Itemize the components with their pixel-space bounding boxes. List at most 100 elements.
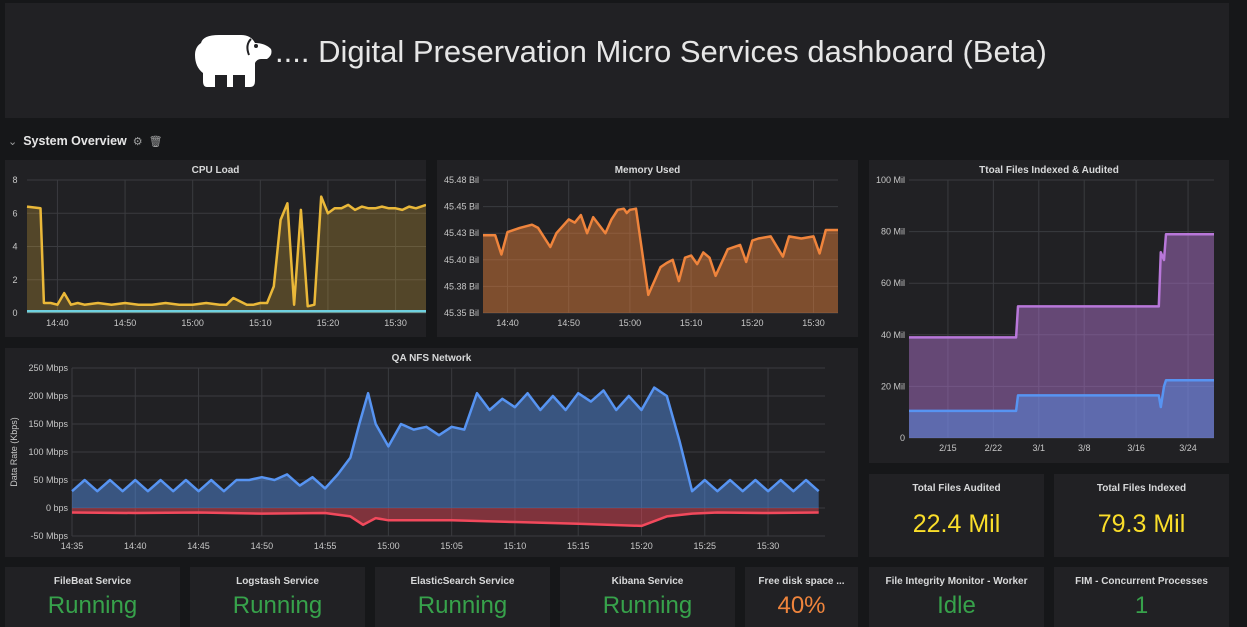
- stat-label: ElasticSearch Service: [410, 576, 515, 587]
- stat-label: Kibana Service: [611, 576, 684, 587]
- y-tick-label: 45.48 Bil: [444, 175, 479, 185]
- x-tick-label: 14:50: [114, 318, 137, 328]
- x-tick-label: 15:15: [567, 541, 590, 551]
- x-tick-label: 14:50: [557, 318, 580, 328]
- cpu-chart: 14:40 14:50 15:00 15:10 15:20 15:30 8 6 4 2 0: [12, 175, 426, 328]
- stat-free-disk-space[interactable]: Free disk space ... 40%: [745, 567, 858, 627]
- stat-value: Running: [417, 592, 508, 619]
- stat-value: Running: [232, 592, 323, 619]
- y-tick-label: 40 Mil: [881, 330, 905, 340]
- dashboard-header: .... Digital Preservation Micro Services…: [5, 3, 1229, 118]
- x-tick-label: 3/1: [1033, 443, 1046, 453]
- y-tick-label: 100 Mil: [876, 175, 905, 185]
- y-axis-label: Data Rate (Kbps): [9, 417, 19, 487]
- y-tick-label: 100 Mbps: [28, 447, 68, 457]
- page-title: .... Digital Preservation Micro Services…: [275, 34, 1047, 69]
- stat-value: Idle: [937, 592, 976, 619]
- y-tick-label: 60 Mil: [881, 278, 905, 288]
- y-tick-label: 20 Mil: [881, 381, 905, 391]
- x-tick-label: 15:00: [181, 318, 204, 328]
- stat-file-integrity-monitor-worker[interactable]: File Integrity Monitor - Worker Idle: [869, 567, 1044, 627]
- x-tick-label: 3/24: [1179, 443, 1197, 453]
- series-0-area: [72, 387, 819, 508]
- y-tick-label: 0: [12, 308, 17, 318]
- row-header-system-overview[interactable]: ⌄ System Overview ⚙ 🗑: [8, 132, 163, 150]
- stat-label: Total Files Indexed: [1096, 483, 1187, 494]
- x-tick-label: 15:10: [249, 318, 272, 328]
- panel-title: QA NFS Network: [391, 353, 472, 364]
- y-tick-label: 0: [900, 433, 905, 443]
- row-title[interactable]: System Overview: [23, 134, 127, 148]
- series-0-line: [26, 195, 426, 308]
- files-indexed-audited-panel[interactable]: 2/15 2/22 3/1 3/8 3/16 3/24 100 Mil 80 Mil 60 Mi…: [869, 160, 1229, 463]
- y-tick-label: 45.40 Bil: [444, 255, 479, 265]
- files-chart: 2/15 2/22 3/1 3/8 3/16 3/24 100 Mil 80 Mil 60 Mi…: [876, 175, 1214, 453]
- series-0-area: [483, 208, 838, 313]
- y-tick-label: 200 Mbps: [28, 391, 68, 401]
- stat-elasticsearch-service[interactable]: ElasticSearch Service Running: [375, 567, 550, 627]
- stat-label: FIM - Concurrent Processes: [1075, 576, 1208, 587]
- y-tick-label: 6: [12, 208, 17, 218]
- x-tick-label: 14:40: [496, 318, 519, 328]
- x-tick-label: 14:55: [314, 541, 337, 551]
- stat-value: Running: [602, 592, 693, 619]
- series-1-area: [72, 508, 819, 526]
- x-tick-label: 15:00: [377, 541, 400, 551]
- series-1-area: [909, 380, 1214, 438]
- stat-total-files-audited[interactable]: Total Files Audited 22.4 Mil: [869, 474, 1044, 557]
- stat-total-files-indexed[interactable]: Total Files Indexed 79.3 Mil: [1054, 474, 1229, 557]
- x-tick-label: 3/8: [1078, 443, 1091, 453]
- stat-logstash-service[interactable]: Logstash Service Running: [190, 567, 365, 627]
- y-tick-label: 45.45 Bil: [444, 202, 479, 212]
- y-tick-label: 80 Mil: [881, 227, 905, 237]
- x-tick-label: 14:40: [124, 541, 147, 551]
- series-1-line: [71, 511, 819, 528]
- net-chart: 14:35 14:40 14:45 14:50 14:55 15:00 15:05 15:10…: [9, 363, 825, 551]
- series-0-line: [483, 207, 838, 297]
- x-tick-label: 15:20: [317, 318, 340, 328]
- stat-filebeat-service[interactable]: FileBeat Service Running: [5, 567, 180, 627]
- y-tick-label: 50 Mbps: [33, 475, 68, 485]
- y-tick-label: 4: [12, 242, 17, 252]
- series-0-line: [909, 232, 1214, 339]
- memory-used-panel[interactable]: 14:40 14:50 15:00 15:10 15:20 15:30 45.48 Bil 4…: [437, 160, 858, 337]
- y-tick-label: 45.38 Bil: [444, 281, 479, 291]
- x-tick-label: 15:10: [680, 318, 703, 328]
- y-tick-label: -50 Mbps: [30, 531, 68, 541]
- stat-label: Logstash Service: [236, 576, 319, 587]
- trash-icon[interactable]: 🗑: [148, 135, 163, 148]
- panel-title: Memory Used: [614, 165, 681, 176]
- series-1-line: [909, 378, 1214, 413]
- x-tick-label: 15:20: [630, 541, 653, 551]
- y-tick-label: 45.35 Bil: [444, 308, 479, 318]
- series-0-area: [909, 234, 1214, 438]
- x-tick-label: 15:00: [619, 318, 642, 328]
- chevron-down-icon[interactable]: ⌄: [8, 135, 18, 148]
- mem-chart: 14:40 14:50 15:00 15:10 15:20 15:30 45.48 Bil 4…: [444, 175, 838, 328]
- x-tick-label: 15:30: [384, 318, 407, 328]
- x-tick-label: 2/22: [985, 443, 1003, 453]
- y-tick-label: 250 Mbps: [28, 363, 68, 373]
- y-tick-label: 150 Mbps: [28, 419, 68, 429]
- cpu-load-panel[interactable]: 14:40 14:50 15:00 15:10 15:20 15:30 8 6 4 2 0 CPU …: [5, 160, 426, 337]
- y-tick-label: 45.43 Bil: [444, 228, 479, 238]
- x-tick-label: 15:30: [757, 541, 780, 551]
- gear-icon[interactable]: ⚙: [132, 135, 143, 148]
- stat-label: Free disk space ...: [758, 576, 845, 587]
- elephant-icon: [195, 35, 272, 87]
- x-tick-label: 15:10: [504, 541, 527, 551]
- stat-label: Total Files Audited: [912, 483, 1001, 494]
- x-tick-label: 14:50: [251, 541, 274, 551]
- x-tick-label: 15:20: [741, 318, 764, 328]
- stat-value: 40%: [777, 592, 826, 619]
- stat-fim-concurrent-processes[interactable]: FIM - Concurrent Processes 1: [1054, 567, 1229, 627]
- stat-label: FileBeat Service: [53, 576, 132, 587]
- panel-title: CPU Load: [191, 165, 240, 176]
- x-tick-label: 14:40: [46, 318, 69, 328]
- y-tick-label: 2: [12, 275, 17, 285]
- qa-nfs-network-panel[interactable]: 14:35 14:40 14:45 14:50 14:55 15:00 15:05 15:10…: [5, 348, 858, 557]
- y-tick-label: 0 bps: [46, 503, 69, 513]
- stat-value: 22.4 Mil: [912, 510, 1001, 538]
- stat-kibana-service[interactable]: Kibana Service Running: [560, 567, 735, 627]
- stat-value: 79.3 Mil: [1097, 510, 1186, 538]
